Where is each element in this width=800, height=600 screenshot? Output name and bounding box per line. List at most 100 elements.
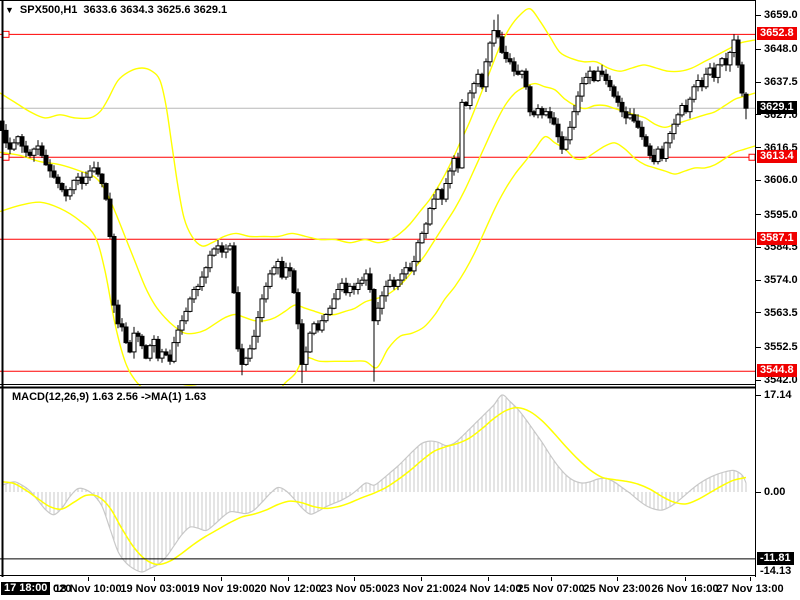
level-line-anchor[interactable] [2,153,10,161]
time-tick-mark [154,577,155,581]
price-tick-mark [756,114,761,115]
candle-body [603,73,609,82]
candle-body [19,136,25,147]
candle-body [399,273,405,281]
candle-body [607,80,613,88]
macd-signal-line [1,406,747,566]
time-label[interactable]: 20 Nov 12:00 [254,583,322,595]
candle-body [443,183,449,200]
candle-body [351,285,357,290]
candle-body [719,58,725,66]
candle-body [551,117,557,125]
time-label[interactable]: 24 Nov 14:00 [454,583,522,595]
candle-body [179,320,185,331]
candle-body [303,351,309,365]
candle-body [467,92,473,106]
macd-level-badge: -11.81 [757,552,794,565]
candle-body [663,142,669,159]
candle-body [311,323,317,334]
time-label[interactable]: 19 Nov 19:00 [187,583,255,595]
candle-body [647,145,653,156]
candle-body [323,314,329,322]
candle-body [171,342,177,362]
candle-body [583,76,589,85]
candle-body [111,236,117,306]
price-tick-mark [756,147,761,148]
candle-body [511,61,517,72]
candle-body [267,273,273,287]
time-label[interactable]: 27 Nov 13:00 [716,583,784,595]
price-tick-mark [756,82,761,83]
time-label[interactable]: 26 Nov 16:00 [651,583,719,595]
candle-body [143,345,149,359]
candle-body [587,70,593,78]
candle-body [379,295,385,309]
candle-body [119,323,125,328]
candle-body [31,148,37,156]
candle-body [23,145,29,153]
candle-body [255,317,261,337]
candle-body [39,145,45,156]
candle-body [711,67,717,78]
candle-body [699,80,705,88]
candle-body [319,320,325,331]
candle-body [515,70,521,75]
candle-body [79,176,85,184]
candle-body [483,61,489,88]
price-tick-mark [756,347,761,348]
candle-body [415,242,421,262]
candle-body [727,51,733,66]
candle-body [191,289,197,300]
candle-body [99,173,105,185]
candle-body [635,120,641,128]
price-tick-label: 3574.0 [764,274,798,286]
candle-body [395,279,401,287]
candle-body [167,354,173,362]
candle-body [619,101,625,113]
time-tick-mark [288,577,289,581]
time-label[interactable]: 18 Nov 10:00 [54,583,122,595]
candle-body [547,111,553,119]
bollinger-upper-band [0,7,756,247]
candle-body [127,342,133,353]
candle-body [15,136,21,144]
level-line-anchor[interactable] [748,153,756,161]
time-axis[interactable] [0,577,800,600]
candle-body [599,70,605,75]
candle-body [275,261,281,269]
time-tick-mark [551,577,552,581]
time-tick-mark [221,577,222,581]
candle-body [207,254,213,269]
candle-body [423,223,429,234]
candle-body [103,183,109,200]
candle-body [247,348,253,359]
price-tick-mark [756,312,761,313]
time-tick-mark [88,577,89,581]
candle-body [235,292,241,350]
candle-body [219,245,225,253]
time-label[interactable]: 23 Nov 21:00 [387,583,455,595]
level-line-anchor[interactable] [2,30,10,38]
candle-body [455,158,461,169]
candle-body [375,307,381,322]
candle-body [71,179,77,191]
candle-body [271,267,277,275]
ohlc-values: 3633.6 3634.3 3625.6 3629.1 [83,4,228,16]
candle-body [187,298,193,312]
price-tick-mark [756,15,761,16]
time-label[interactable]: 25 Nov 07:00 [517,583,585,595]
candle-body [743,93,749,109]
candle-body [43,154,49,166]
time-label[interactable]: 23 Nov 05:00 [320,583,388,595]
time-label[interactable]: 25 Nov 23:00 [583,583,651,595]
symbol-dropdown-icon[interactable]: ▼ [5,5,14,15]
macd-indicator-canvas[interactable] [0,386,756,577]
candle-body [147,345,153,359]
candle-body [535,108,541,116]
time-label[interactable]: 19 Nov 03:00 [120,583,188,595]
macd-histogram-group [1,395,747,572]
main-chart-canvas[interactable] [0,0,756,386]
candle-body [239,348,245,365]
candle-body [387,279,393,287]
candle-body [227,245,233,250]
